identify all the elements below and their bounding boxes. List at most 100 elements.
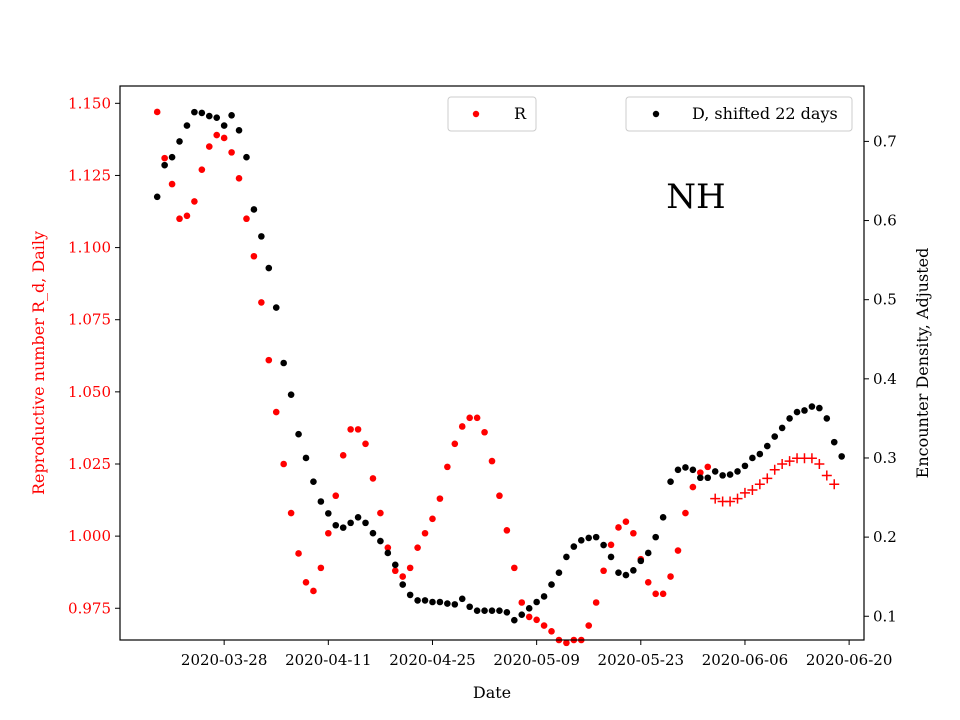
data-point [429,515,436,523]
data-point [265,356,273,364]
data-point [488,457,496,465]
data-point [607,553,615,561]
x-tick-label: 2020-05-23 [598,651,684,669]
y-left-tick-label: 1.150 [68,94,111,112]
data-point [310,478,317,486]
data-point [161,154,168,162]
series-r-dot [153,108,712,647]
x-tick-label: 2020-06-06 [702,651,788,669]
data-point [399,581,407,588]
y-left-tick-label: 1.050 [68,383,111,401]
data-point [793,408,801,416]
legend-r: R [447,96,537,132]
y-axis-right: 0.1 0.2 0.3 0.4 0.5 0.6 0.7 [864,132,897,625]
data-point [332,492,340,500]
x-tick-label: 2020-06-20 [806,651,892,669]
data-point [719,472,726,479]
y-left-tick-label: 1.100 [68,239,111,257]
data-point [436,495,444,502]
data-point [168,180,176,188]
data-point [444,463,451,471]
data-point [414,597,421,604]
legend-d-marker [652,110,660,118]
data-point [235,175,243,182]
y-axis-right-label: Encounter Density, Adjusted [913,248,932,479]
plot-frame [119,85,865,641]
data-point [548,581,555,588]
data-point [808,403,816,410]
y-right-tick-label: 0.4 [873,370,897,388]
data-point [406,591,414,599]
data-point [540,622,548,629]
data-point [213,131,221,139]
data-point [213,114,221,121]
state-annotation: NH [666,177,725,217]
data-point [280,460,287,468]
data-point [339,524,347,531]
data-point [272,408,280,416]
data-point [391,561,399,569]
data-point [659,590,667,598]
data-point [421,597,429,604]
y-left-tick-label: 1.125 [68,166,111,184]
data-point [667,478,674,486]
data-point [377,537,384,545]
data-point [518,611,526,618]
data-point [734,468,741,475]
series-d-dot [153,108,845,624]
data-point [555,569,563,577]
data-point [220,122,228,129]
data-point [406,564,414,572]
data-point [540,593,548,600]
y-left-tick-label: 0.975 [68,599,111,617]
data-point-plus [754,479,765,490]
data-point [503,609,511,616]
data-point [592,533,600,541]
data-point [295,550,302,557]
plot-area [153,108,845,647]
x-axis: 2020-03-28 2020-04-11 2020-04-25 2020-05-09… [181,640,892,669]
data-point [630,529,637,537]
data-point [198,166,206,173]
y-right-tick-label: 0.2 [873,528,897,546]
data-point [525,613,533,621]
legend-r-label: R [514,104,527,123]
y-right-tick-label: 0.5 [873,291,897,309]
data-point [637,557,645,565]
data-point [667,573,674,580]
data-point-plus [762,473,773,484]
data-point [674,466,682,474]
data-point-plus [806,453,817,464]
data-point [585,622,593,629]
data-point [704,463,712,471]
data-point [235,127,243,134]
data-point [644,549,652,557]
data-point [228,111,235,119]
data-point [473,414,481,422]
data-point [414,544,421,551]
data-point [310,587,317,595]
data-point [749,454,756,462]
data-point [473,607,481,615]
data-point [525,605,533,612]
data-point [295,430,302,438]
data-point [325,510,332,517]
data-point [615,569,622,577]
data-point-plus [821,470,832,481]
data-point [153,108,161,116]
y-axis-left: 0.975 1.000 1.025 1.050 1.075 1.100 1.125 1.150 [68,94,120,617]
data-point [168,153,176,161]
y-left-tick-label: 1.075 [68,311,111,329]
data-point [243,215,250,223]
x-tick-label: 2020-03-28 [181,651,267,669]
data-point [384,549,392,557]
data-point [280,359,287,367]
data-point [272,304,280,311]
data-point [600,541,607,549]
data-point [630,567,637,574]
data-point [488,607,496,615]
data-point-plus [739,487,750,498]
y-right-tick-label: 0.3 [873,449,897,467]
data-point [622,571,630,579]
